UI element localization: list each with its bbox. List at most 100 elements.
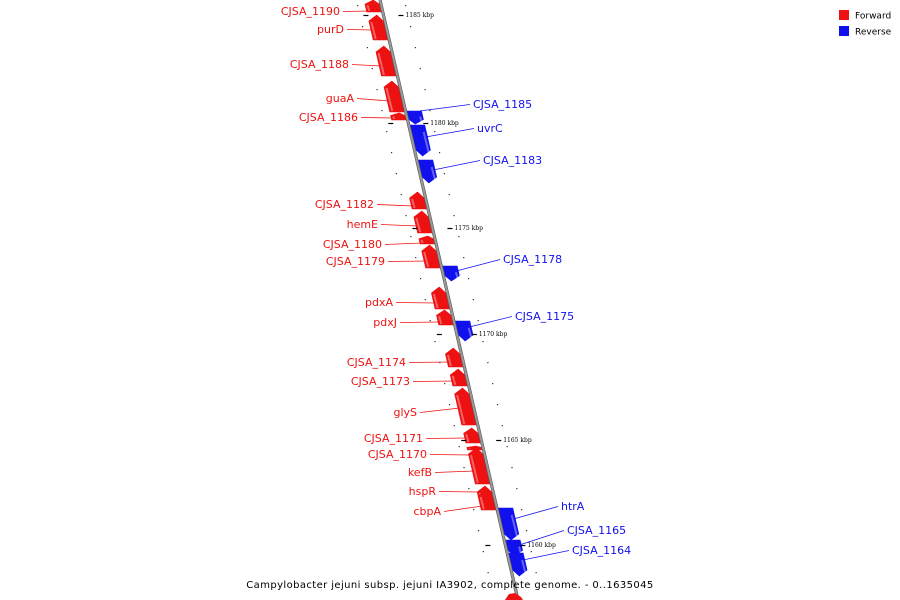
gene-label-pdxJ: pdxJ	[373, 316, 397, 329]
tick-label: 1175 kbp	[454, 225, 483, 232]
minor-tick	[458, 446, 460, 448]
label-leader-line	[513, 506, 559, 520]
gene-label-htrA: htrA	[561, 500, 585, 513]
minor-tick	[405, 5, 407, 7]
legend: Forward Reverse	[839, 10, 892, 38]
gene-label-CJSA_1170: CJSA_1170	[368, 448, 427, 461]
gene-highlight	[419, 116, 423, 124]
minor-tick	[419, 68, 421, 70]
gene-highlight	[468, 447, 471, 450]
gene-label-CJSA_1165: CJSA_1165	[567, 524, 626, 537]
gene-highlight	[385, 87, 394, 112]
label-leader-line	[376, 204, 414, 207]
label-leader-line	[346, 29, 373, 31]
gene-highlight	[469, 454, 479, 484]
gene-label-CJSA_1186: CJSA_1186	[299, 111, 358, 124]
legend-label-forward: Forward	[855, 12, 891, 22]
minor-tick	[482, 341, 484, 343]
gene-label-CJSA_1164: CJSA_1164	[572, 544, 631, 557]
gene-label-CJSA_1182: CJSA_1182	[315, 198, 374, 211]
minor-tick	[463, 467, 465, 469]
minor-tick	[477, 530, 480, 532]
minor-tick	[487, 572, 489, 574]
minor-tick	[506, 446, 508, 448]
label-leader-line	[387, 260, 427, 262]
tick-label: 1170 kbp	[479, 331, 508, 338]
label-leader-line	[433, 160, 481, 171]
minor-tick	[448, 404, 451, 406]
label-leader-line	[425, 437, 467, 439]
minor-tick	[482, 551, 484, 553]
gene-highlight	[430, 166, 437, 183]
legend-label-reverse: Reverse	[855, 28, 892, 38]
gene-highlight	[446, 354, 452, 367]
minor-tick	[409, 26, 412, 28]
gene-label-CJSA_1174: CJSA_1174	[347, 356, 406, 369]
minor-tick	[381, 110, 383, 112]
gene-label-CJSA_1188: CJSA_1188	[290, 58, 349, 71]
minor-tick	[472, 299, 474, 301]
gene-highlight	[521, 559, 527, 576]
label-leader-line	[419, 104, 471, 112]
label-leader-line	[412, 380, 454, 382]
minor-tick	[439, 362, 441, 364]
gene-label-CJSA_1171: CJSA_1171	[364, 432, 423, 445]
minor-tick	[501, 425, 503, 427]
gene-label-CJSA_1183: CJSA_1183	[483, 154, 542, 167]
minor-tick	[376, 89, 378, 91]
gene-feature-CJSA_1186[interactable]	[390, 112, 407, 121]
minor-tick	[429, 110, 431, 112]
gene-highlight	[411, 198, 416, 209]
label-leader-line	[408, 361, 450, 363]
gene-highlight	[479, 496, 485, 510]
label-leader-line	[356, 98, 390, 102]
label-leader-line	[360, 117, 394, 119]
tick-label: 1160 kbp	[527, 542, 556, 549]
minor-tick	[477, 320, 479, 322]
gene-label-guaA: guaA	[326, 92, 355, 105]
label-leader-line	[469, 316, 513, 328]
minor-tick	[492, 383, 494, 385]
label-leader-line	[522, 550, 570, 561]
minor-tick	[535, 572, 537, 574]
minor-tick	[487, 362, 489, 364]
gene-label-hemE: hemE	[347, 218, 378, 231]
legend-swatch-reverse	[839, 26, 849, 36]
partial-gene-feature	[505, 593, 523, 600]
minor-tick	[525, 530, 528, 532]
minor-tick	[530, 551, 532, 553]
gene-highlight	[454, 271, 460, 281]
gene-label-kefB: kefB	[408, 466, 432, 479]
minor-tick	[371, 68, 373, 70]
minor-tick	[453, 215, 455, 217]
genome-backbone	[378, 0, 520, 600]
tick-label: 1180 kbp	[430, 120, 459, 127]
gene-label-glyS: glyS	[393, 406, 417, 419]
gene-highlight	[420, 239, 424, 244]
minor-tick	[443, 173, 445, 175]
label-leader-line	[443, 505, 483, 512]
minor-tick	[386, 131, 388, 133]
minor-tick	[511, 467, 513, 469]
label-leader-line	[456, 259, 501, 272]
label-leader-line	[438, 491, 480, 493]
minor-tick	[516, 488, 518, 490]
label-leader-line	[519, 530, 565, 546]
gene-label-hspR: hspR	[409, 485, 437, 498]
minor-tick	[395, 173, 397, 175]
minor-tick	[424, 89, 426, 91]
minor-tick	[438, 152, 441, 154]
tick-label: 1165 kbp	[503, 437, 532, 444]
minor-tick	[444, 383, 446, 385]
minor-tick	[415, 257, 417, 259]
minor-tick	[434, 341, 436, 343]
minor-tick	[361, 26, 364, 28]
label-leader-line	[419, 407, 460, 413]
gene-features[interactable]	[364, 0, 528, 577]
minor-tick	[496, 404, 499, 406]
gene-label-CJSA_1179: CJSA_1179	[326, 255, 385, 268]
minor-tick	[453, 425, 455, 427]
gene-highlight	[438, 315, 443, 325]
gene-highlight	[392, 116, 396, 120]
minor-tick	[390, 152, 393, 154]
